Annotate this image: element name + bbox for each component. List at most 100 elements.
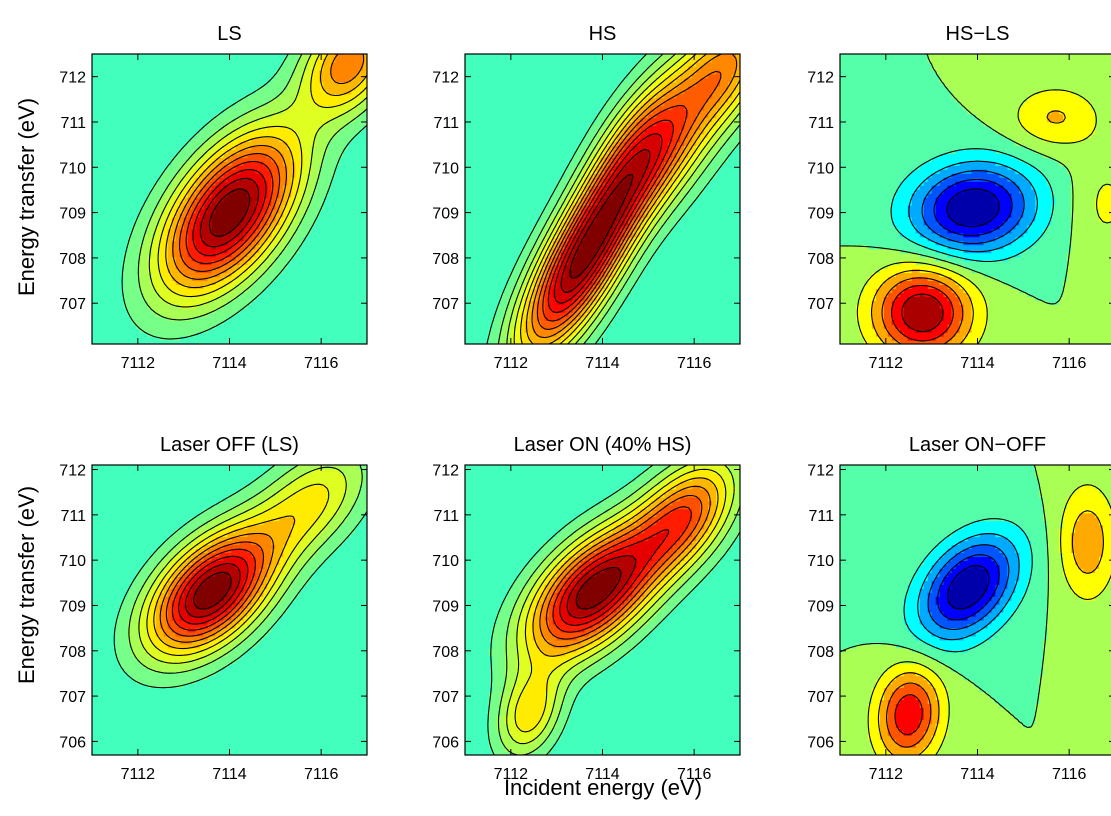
contour-line [552,506,692,633]
x-tick-label: 7116 [304,355,339,372]
contour-line [545,494,703,640]
y-tick-label: 712 [432,70,459,87]
contour-line [536,70,722,330]
x-tick-label: 7112 [121,355,156,372]
x-tick-label: 7114 [585,766,620,783]
x-tick-label: 7116 [1052,355,1087,372]
y-tick-label: 709 [432,206,459,223]
contour-line [947,564,990,610]
contour-line [525,54,740,344]
y-tick-label: 708 [432,644,459,661]
contour-line [539,485,711,648]
y-tick-label: 710 [432,553,459,570]
y-tick-label: 709 [807,206,834,223]
contour-line [921,170,1025,245]
contour-line [172,54,365,280]
contour-line [193,571,232,610]
panel-title: Laser ON−OFF [909,434,1046,456]
contour-line [128,465,363,674]
contour-line [903,518,1033,653]
contour-line [113,465,367,689]
panel-title: Laser OFF (LS) [160,434,299,456]
contour-fill [840,465,1111,755]
y-tick-label: 708 [807,644,834,661]
y-tick-label: 712 [807,463,834,480]
y-tick-label: 710 [807,160,834,177]
contour-line [137,54,367,321]
contour-line [575,567,622,610]
contour-line [933,178,1013,237]
contour-line [542,104,688,322]
panel-title: HS−LS [946,23,1010,45]
x-tick-label: 7116 [677,355,712,372]
contour-line [566,555,637,619]
contour-line [192,169,267,257]
y-tick-label: 706 [59,734,86,751]
y-tick-label: 710 [59,160,86,177]
contour-line [171,548,257,631]
contour-line [569,174,634,280]
y-tick-label: 710 [432,160,459,177]
y-tick-label: 707 [432,689,459,706]
x-tick-label: 7112 [869,766,904,783]
x-tick-label: 7112 [869,355,904,372]
contour-fill [840,54,1111,344]
panel-title: HS [589,23,617,45]
y-tick-label: 711 [808,115,834,132]
x-tick-label: 7116 [304,766,339,783]
y-tick-label: 711 [433,115,459,132]
y-tick-label: 709 [807,598,834,615]
contour-fill [465,54,740,344]
y-tick-label: 712 [59,70,86,87]
x-tick-label: 7114 [212,766,247,783]
contour-line [877,510,1104,755]
contour-line [185,160,274,265]
x-axis-label: Incident energy (eV) [504,775,702,800]
contour-line [148,54,367,308]
contour-line [165,541,265,637]
contour-line [157,54,367,298]
contour-line [531,54,738,339]
contour-line [487,465,740,755]
y-tick-label: 706 [432,734,459,751]
contour-line [881,277,964,344]
y-tick-label: 707 [59,689,86,706]
y-tick-label: 711 [60,508,86,525]
contour-line [867,484,1111,755]
contour-line [520,54,740,344]
y-tick-label: 708 [807,251,834,268]
contour-panel: Laser ON (40% HS) 7112 7114 7116 706 707 708 70… [432,434,741,783]
contour-line [165,54,367,289]
x-tick-label: 7116 [1052,766,1087,783]
contour-line [514,468,727,733]
panel-title: LS [217,23,241,45]
contour-line [497,465,740,755]
x-tick-label: 7112 [494,355,529,372]
contour-line [890,284,954,342]
y-axis-label-top: Energy transfer (eV) [14,98,39,296]
y-tick-label: 709 [59,206,86,223]
contour-line [908,160,1038,253]
contour-line [199,177,260,248]
contour-line [559,529,670,626]
contour-line [184,563,241,618]
contour-line [870,110,1066,344]
contour-line [901,293,944,333]
contour-line [547,119,674,314]
contour-line [560,148,651,293]
contour-line [121,54,367,340]
y-tick-label: 712 [432,463,459,480]
y-tick-label: 708 [432,251,459,268]
contour-line [159,532,274,643]
contour-line [497,54,740,344]
x-tick-label: 7114 [960,355,995,372]
x-tick-label: 7114 [212,355,247,372]
x-tick-label: 7112 [494,766,529,783]
y-tick-label: 707 [807,296,834,313]
contour-line [856,89,1111,344]
contour-line [138,466,347,664]
contour-line [178,153,281,272]
x-tick-label: 7114 [960,766,995,783]
contour-line [153,515,296,650]
y-tick-label: 712 [807,70,834,87]
